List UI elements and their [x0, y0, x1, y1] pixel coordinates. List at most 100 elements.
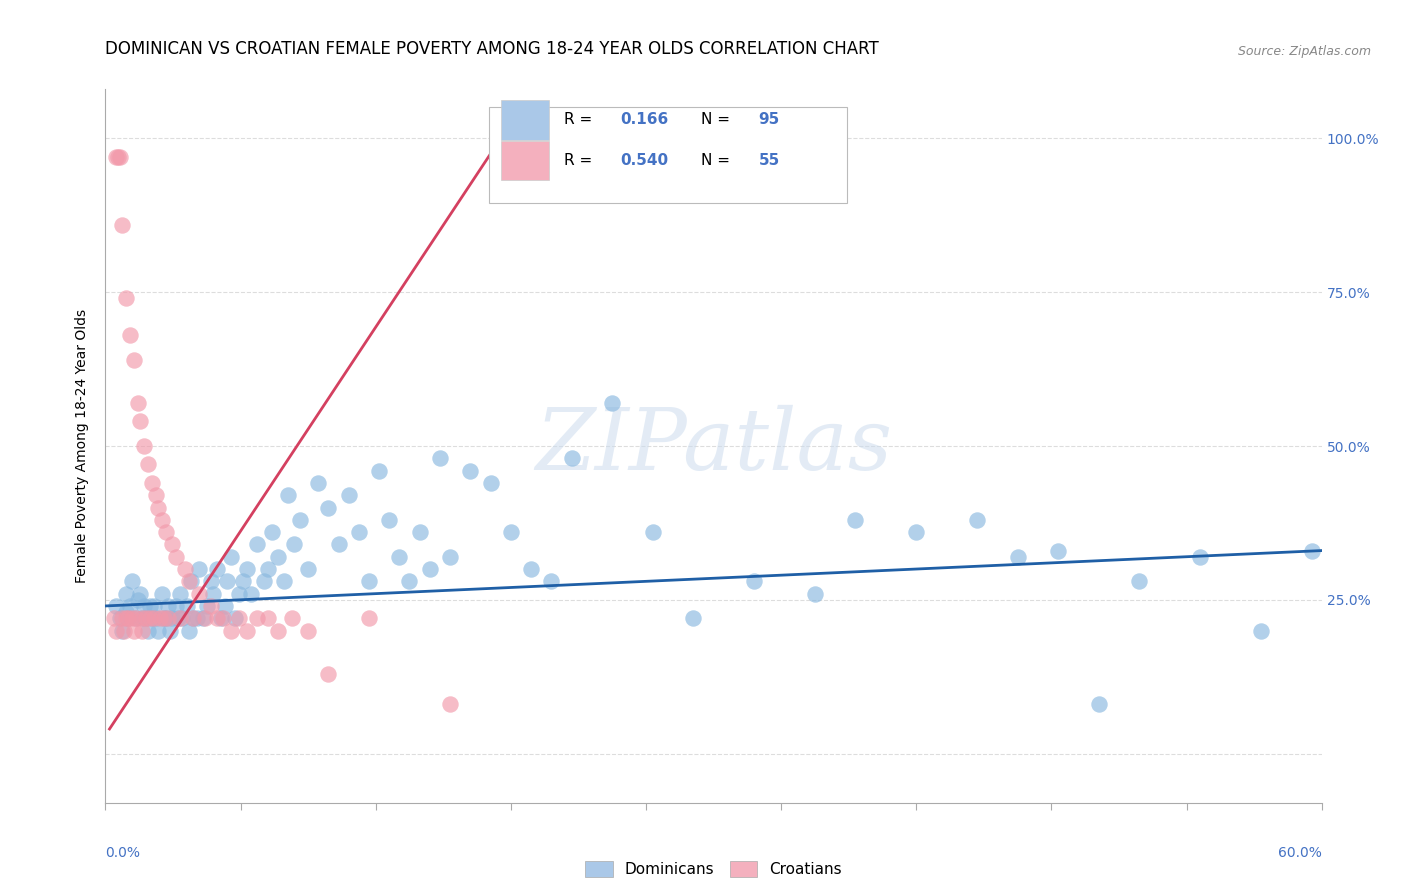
Point [136, 624, 159, 638]
Point [219, 624, 242, 638]
Text: 95: 95 [759, 112, 780, 128]
Point [114, 587, 136, 601]
Point [212, 611, 235, 625]
Point [121, 611, 143, 625]
Point [117, 611, 139, 625]
Point [143, 599, 166, 613]
Text: ZIPatlas: ZIPatlas [534, 405, 893, 487]
Point [125, 611, 148, 625]
Point [357, 574, 380, 589]
Point [337, 488, 360, 502]
Point [1250, 624, 1272, 638]
Point [118, 599, 141, 613]
Text: Source: ZipAtlas.com: Source: ZipAtlas.com [1237, 45, 1371, 58]
Point [107, 150, 129, 164]
Point [153, 611, 176, 625]
Point [131, 611, 153, 625]
Point [145, 611, 167, 625]
Point [905, 525, 928, 540]
Point [378, 513, 401, 527]
Point [146, 500, 169, 515]
Point [103, 611, 125, 625]
Point [131, 624, 153, 638]
Point [1301, 543, 1323, 558]
Point [219, 549, 242, 564]
Bar [501, 141, 550, 180]
Text: 0.540: 0.540 [620, 153, 668, 168]
Point [155, 611, 177, 625]
Point [600, 396, 623, 410]
Point [252, 574, 274, 589]
Point [146, 624, 169, 638]
Point [149, 611, 172, 625]
Point [1087, 698, 1109, 712]
Point [256, 562, 278, 576]
Text: 0.0%: 0.0% [105, 846, 141, 860]
Legend: Dominicans, Croatians: Dominicans, Croatians [585, 862, 842, 877]
Point [236, 562, 259, 576]
Point [328, 537, 350, 551]
Text: 55: 55 [759, 153, 780, 168]
Point [167, 611, 190, 625]
Point [117, 611, 139, 625]
Point [297, 624, 319, 638]
Point [267, 549, 290, 564]
Point [131, 611, 153, 625]
Point [277, 488, 299, 502]
Point [136, 458, 159, 472]
Point [169, 611, 191, 625]
Point [419, 562, 441, 576]
Point [357, 611, 380, 625]
Point [217, 574, 239, 589]
Point [439, 698, 461, 712]
Point [1189, 549, 1212, 564]
Point [246, 611, 269, 625]
Point [150, 513, 173, 527]
Point [236, 624, 259, 638]
Point [122, 624, 145, 638]
Point [125, 611, 148, 625]
Point [145, 488, 167, 502]
Point [121, 574, 143, 589]
Point [176, 599, 198, 613]
Point [177, 624, 200, 638]
Y-axis label: Female Poverty Among 18-24 Year Olds: Female Poverty Among 18-24 Year Olds [76, 309, 90, 583]
Point [162, 537, 184, 551]
Text: N =: N = [702, 153, 735, 168]
Point [347, 525, 370, 540]
Point [104, 624, 127, 638]
Point [169, 587, 191, 601]
Point [157, 599, 180, 613]
Point [127, 592, 149, 607]
Point [458, 464, 481, 478]
Point [209, 611, 232, 625]
Point [804, 587, 827, 601]
Point [307, 475, 329, 490]
Point [172, 611, 194, 625]
Point [181, 611, 204, 625]
Point [200, 599, 222, 613]
Point [191, 611, 214, 625]
Point [139, 599, 162, 613]
Point [641, 525, 664, 540]
Text: 60.0%: 60.0% [1278, 846, 1322, 860]
Point [114, 611, 136, 625]
Point [139, 611, 162, 625]
FancyBboxPatch shape [488, 107, 848, 203]
Point [388, 549, 411, 564]
Point [240, 587, 263, 601]
Point [205, 562, 228, 576]
Point [177, 574, 200, 589]
Point [205, 611, 228, 625]
Point [561, 451, 583, 466]
Point [195, 599, 218, 613]
Point [246, 537, 269, 551]
Point [129, 414, 152, 428]
Point [157, 611, 180, 625]
Point [398, 574, 420, 589]
Point [135, 611, 157, 625]
Point [228, 587, 250, 601]
Point [181, 611, 204, 625]
Point [108, 150, 131, 164]
Point [232, 574, 254, 589]
